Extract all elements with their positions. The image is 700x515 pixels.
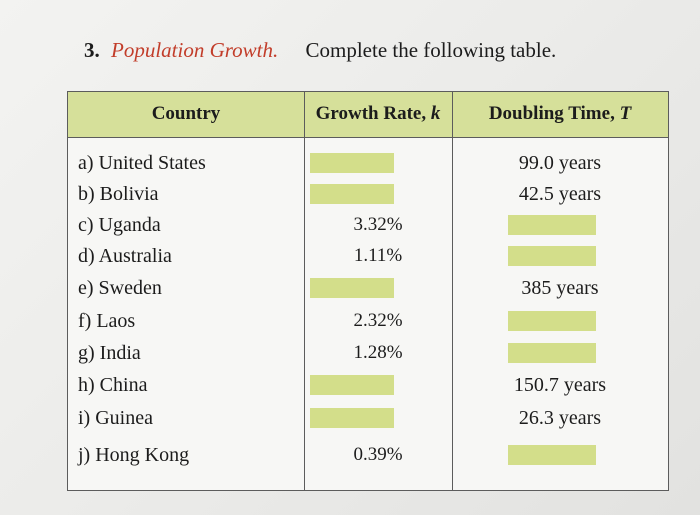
country-cell: e) Sweden <box>78 272 162 304</box>
row-letter: i) <box>78 407 96 429</box>
country-name: Hong Kong <box>95 444 190 466</box>
table-row: i) Guinea 26.3 years <box>68 402 668 434</box>
row-letter: d) <box>78 245 99 267</box>
row-letter: j) <box>78 444 96 466</box>
header-growth-rate-label: Growth Rate, <box>315 103 431 124</box>
country-name: China <box>99 374 148 396</box>
row-letter: f) <box>78 310 97 332</box>
doubling-time-answer-blank <box>508 215 596 235</box>
row-letter: a) <box>78 152 99 174</box>
country-cell: f) Laos <box>78 305 135 337</box>
column-divider <box>304 92 305 490</box>
problem-topic: Population Growth. <box>111 38 279 62</box>
doubling-time-answer-blank <box>508 445 596 465</box>
table-row: e) Sweden 385 years <box>68 272 668 304</box>
problem-number: 3. <box>84 38 100 62</box>
table-row: a) United States 99.0 years <box>68 147 668 179</box>
doubling-time-value: 42.5 years <box>518 183 602 205</box>
growth-rate-answer-blank <box>310 408 394 428</box>
growth-rate-answer-blank <box>310 375 394 395</box>
header-doubling-time: Doubling Time, T <box>452 92 668 136</box>
country-cell: d) Australia <box>78 240 172 272</box>
country-cell: i) Guinea <box>78 402 153 434</box>
doubling-time-answer-blank <box>508 311 596 331</box>
header-growth-rate: Growth Rate, k <box>304 92 452 136</box>
country-name: Sweden <box>98 277 162 299</box>
table-row: h) China 150.7 years <box>68 369 668 401</box>
header-doubling-time-symbol: T <box>619 103 632 124</box>
header-country-label: Country <box>151 103 221 124</box>
growth-rate-value: 1.11% <box>353 245 403 266</box>
table-header-row: Country Growth Rate, k Doubling Time, T <box>68 92 668 138</box>
header-country: Country <box>68 92 304 136</box>
doubling-time-value: 385 years <box>521 277 599 299</box>
doubling-time-answer-blank <box>508 343 596 363</box>
country-name: Laos <box>96 310 136 332</box>
table-row: j) Hong Kong 0.39% <box>68 439 668 471</box>
row-letter: b) <box>78 183 100 205</box>
country-cell: g) India <box>78 337 141 369</box>
country-name: United States <box>98 152 206 174</box>
table-row: g) India 1.28% <box>68 337 668 369</box>
country-name: Uganda <box>98 214 161 236</box>
table-row: b) Bolivia 42.5 years <box>68 178 668 210</box>
header-doubling-time-label: Doubling Time, <box>488 103 620 124</box>
growth-rate-value: 1.28% <box>353 342 403 363</box>
header-growth-rate-symbol: k <box>430 103 441 124</box>
doubling-time-value: 26.3 years <box>518 407 602 429</box>
growth-rate-value: 2.32% <box>353 310 403 331</box>
row-letter: e) <box>78 277 99 299</box>
table-row: f) Laos 2.32% <box>68 305 668 337</box>
row-letter: h) <box>78 374 100 396</box>
growth-rate-value: 0.39% <box>353 444 403 465</box>
country-name: India <box>99 342 141 364</box>
row-letter: g) <box>78 342 100 364</box>
growth-rate-value: 3.32% <box>353 214 403 235</box>
growth-rate-answer-blank <box>310 184 394 204</box>
doubling-time-value: 150.7 years <box>513 374 607 396</box>
row-letter: c) <box>78 214 99 236</box>
country-cell: a) United States <box>78 147 206 179</box>
doubling-time-answer-blank <box>508 246 596 266</box>
country-cell: j) Hong Kong <box>78 439 189 471</box>
country-cell: c) Uganda <box>78 209 161 241</box>
country-name: Australia <box>98 245 172 267</box>
problem-statement: 3. Population Growth. Complete the follo… <box>84 38 556 63</box>
country-cell: b) Bolivia <box>78 178 159 210</box>
country-name: Bolivia <box>99 183 159 205</box>
problem-instruction: Complete the following table. <box>305 38 557 62</box>
growth-rate-answer-blank <box>310 278 394 298</box>
column-divider <box>452 92 453 490</box>
country-cell: h) China <box>78 369 147 401</box>
table-row: d) Australia 1.11% <box>68 240 668 272</box>
doubling-time-value: 99.0 years <box>518 152 602 174</box>
population-growth-table: Country Growth Rate, k Doubling Time, T … <box>67 91 669 491</box>
table-row: c) Uganda 3.32% <box>68 209 668 241</box>
country-name: Guinea <box>95 407 153 429</box>
growth-rate-answer-blank <box>310 153 394 173</box>
